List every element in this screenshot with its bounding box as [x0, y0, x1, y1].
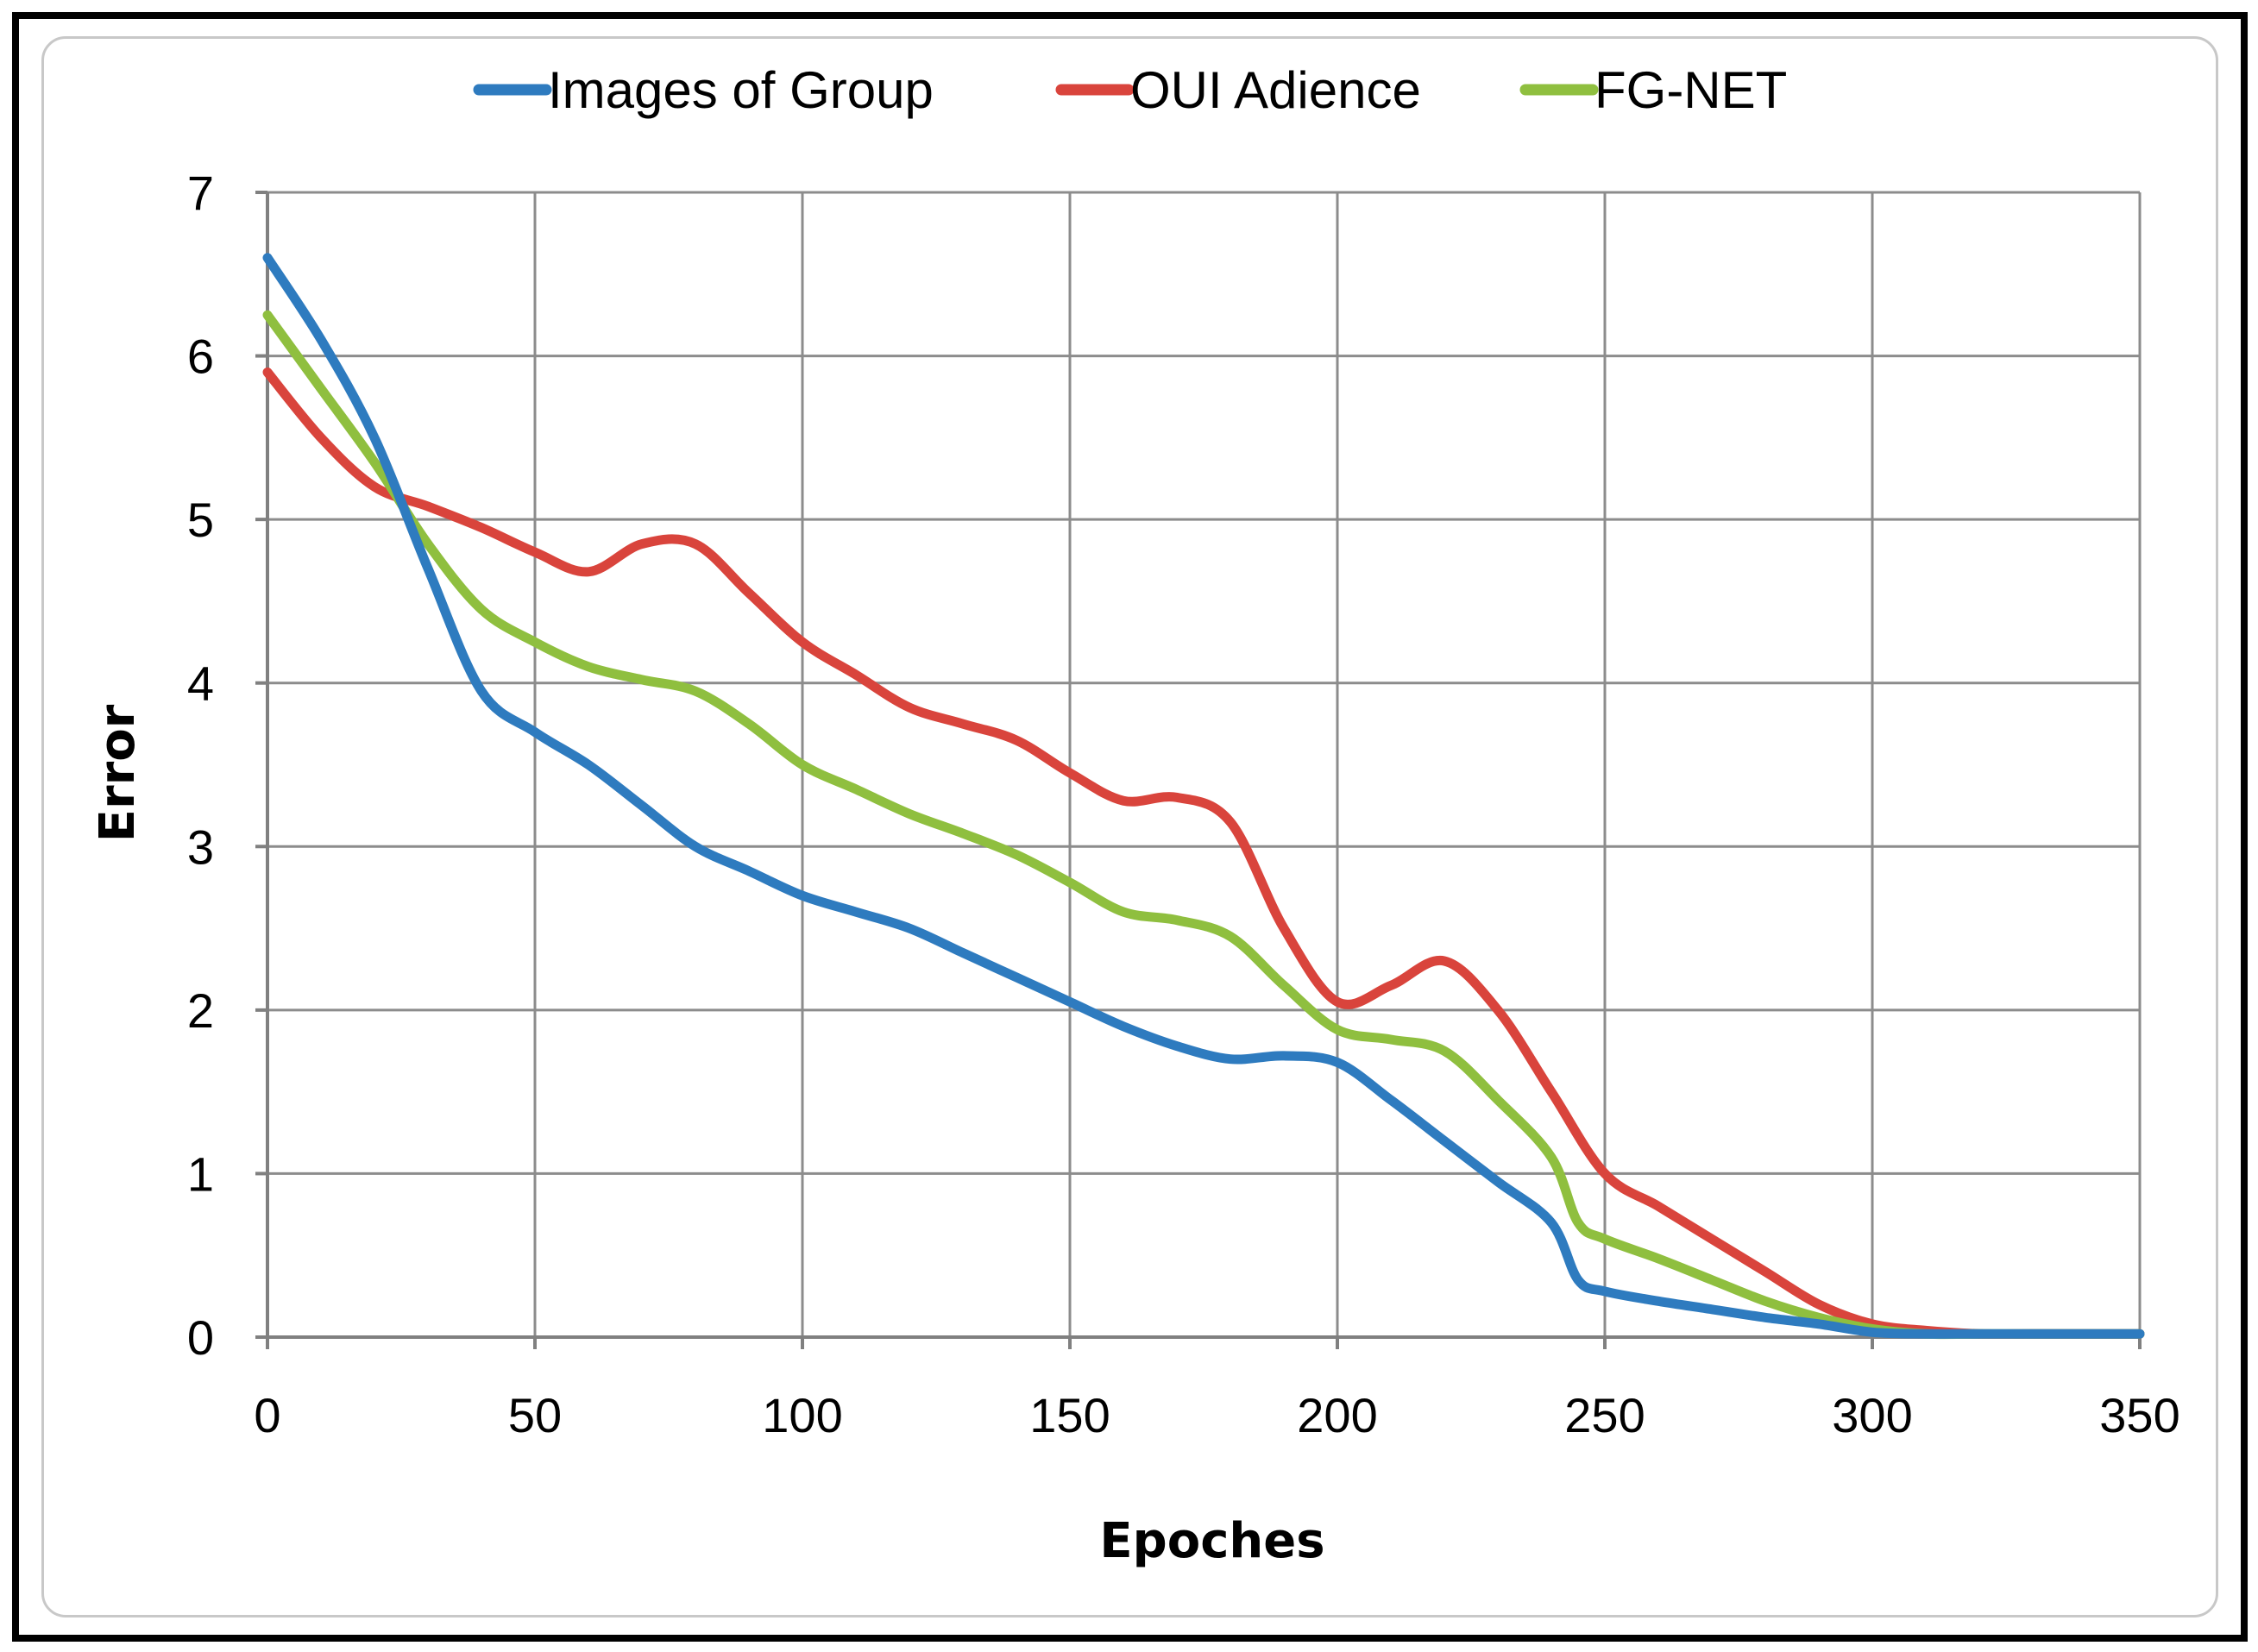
x-tick-label: 100: [762, 1388, 842, 1442]
grid: [266, 191, 2142, 1339]
x-tick-label: 50: [508, 1388, 562, 1442]
legend-label-images-of-group: Images of Group: [548, 61, 934, 119]
x-tick-label: 0: [254, 1388, 280, 1442]
series-line-fg-net: [262, 310, 2145, 1340]
tick-labels: 0 50 100 150 200 250 300 350 0 1 2 3 4 5 6 7: [187, 166, 2180, 1442]
x-tick-label: 300: [1832, 1388, 1912, 1442]
y-tick-label: 1: [187, 1146, 214, 1201]
y-tick-label: 5: [187, 493, 214, 547]
x-tick-label: 150: [1029, 1388, 1110, 1442]
y-tick-label: 7: [187, 166, 214, 220]
x-axis-title: Epoches: [1099, 1513, 1324, 1569]
chart-area: [41, 36, 2218, 1617]
y-tick-label: 0: [187, 1310, 214, 1365]
y-tick-label: 3: [187, 820, 214, 874]
series-lines: [262, 253, 2145, 1340]
x-tick-label: 250: [1564, 1388, 1645, 1442]
y-tick-label: 4: [187, 656, 214, 711]
series-line-oui-adience: [262, 367, 2145, 1339]
y-tick-label: 2: [187, 983, 214, 1038]
series-line-images-of-group: [262, 253, 2145, 1339]
axes: [255, 191, 2142, 1349]
legend-label-fg-net: FG-NET: [1594, 61, 1787, 119]
chart-frame: [12, 12, 2248, 1642]
y-axis-title: Error: [90, 704, 146, 842]
legend: Images of Group OUI Adience FG-NET: [473, 61, 1787, 119]
y-tick-label: 6: [187, 330, 214, 384]
x-tick-label: 350: [2099, 1388, 2179, 1442]
legend-label-oui-adience: OUI Adience: [1130, 61, 1421, 119]
x-tick-label: 200: [1297, 1388, 1377, 1442]
